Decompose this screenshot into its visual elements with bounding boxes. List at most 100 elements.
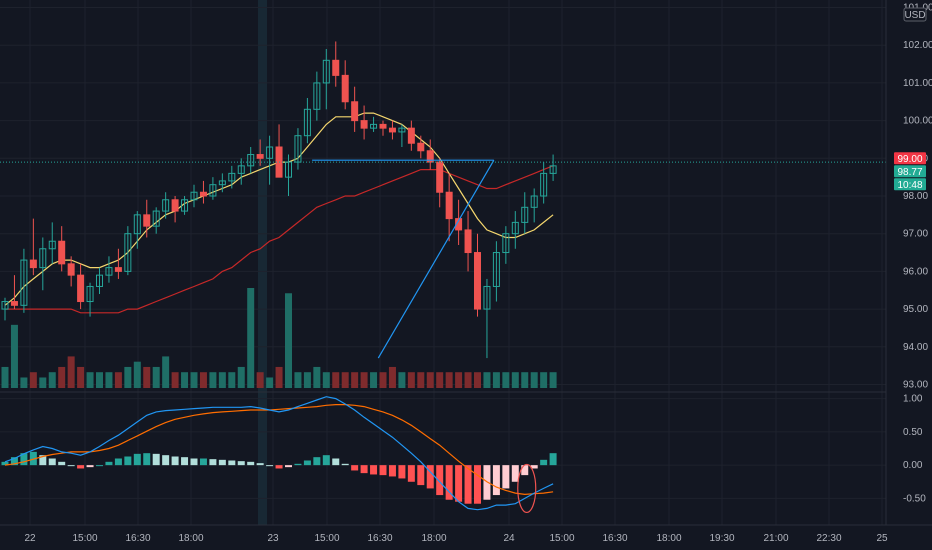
candle[interactable]	[417, 135, 425, 159]
volume-bar	[464, 372, 472, 388]
candle[interactable]	[58, 226, 66, 272]
candle[interactable]	[181, 196, 189, 215]
time-tick-label: 19:30	[709, 533, 734, 544]
candle[interactable]	[445, 173, 453, 242]
candle[interactable]	[39, 237, 47, 291]
macd-histogram-bar	[294, 463, 302, 466]
candle[interactable]	[351, 86, 359, 132]
macd-histogram-bar	[351, 465, 359, 471]
candle[interactable]	[474, 233, 481, 317]
candle[interactable]	[313, 71, 321, 121]
candle[interactable]	[540, 162, 548, 204]
candle[interactable]	[171, 196, 179, 223]
candle[interactable]	[209, 177, 217, 200]
price-tag-label: 99.00	[897, 154, 922, 165]
price-tick-label: 96.00	[903, 266, 928, 277]
volume-bar	[275, 366, 283, 388]
volume-bar	[228, 372, 236, 388]
candle[interactable]	[190, 184, 198, 208]
candle[interactable]	[483, 278, 491, 359]
candle[interactable]	[379, 120, 387, 136]
candle-body	[492, 252, 500, 287]
candle[interactable]	[20, 248, 28, 313]
candle[interactable]	[77, 263, 85, 310]
candle[interactable]	[237, 158, 245, 185]
volume-bar	[114, 372, 122, 388]
candle-body	[360, 120, 368, 129]
volume-bar	[256, 372, 264, 388]
candle[interactable]	[492, 241, 500, 302]
candle[interactable]	[464, 211, 472, 272]
macd-histogram-bar	[540, 459, 548, 466]
candle[interactable]	[1, 297, 9, 321]
candlesticks[interactable]	[1, 41, 557, 359]
candle-body	[266, 146, 274, 159]
candle-body	[199, 191, 207, 197]
candle[interactable]	[322, 49, 330, 110]
candle[interactable]	[303, 98, 311, 144]
candle[interactable]	[105, 256, 113, 283]
candle[interactable]	[502, 226, 510, 264]
candle-body	[436, 161, 444, 193]
volume-bar	[20, 377, 28, 388]
macd-histogram-bar	[256, 463, 264, 466]
candle[interactable]	[152, 207, 160, 234]
macd-histogram-bar	[77, 465, 85, 469]
annotation-ellipse[interactable]	[517, 463, 537, 514]
candle[interactable]	[388, 120, 396, 140]
candle[interactable]	[370, 116, 378, 132]
candle-body	[530, 195, 538, 208]
candle[interactable]	[530, 188, 538, 223]
candle-body	[247, 154, 255, 167]
drawings[interactable]	[0, 159, 886, 359]
candle[interactable]	[86, 282, 94, 317]
volume-bar	[303, 372, 311, 388]
candle[interactable]	[96, 267, 103, 294]
candle[interactable]	[10, 275, 18, 310]
time-axis[interactable]: 22 15:00 16:30 18:00 23 15:00 16:30 18:00 24 15:0…	[24, 533, 888, 544]
candle[interactable]	[48, 222, 56, 264]
macd-histogram-bar	[398, 465, 406, 479]
candle[interactable]	[549, 154, 557, 181]
price-tick-label: 94.00	[903, 342, 928, 353]
volume-bar	[332, 372, 340, 388]
volume-bar	[455, 372, 463, 388]
currency-badge[interactable]	[903, 7, 927, 22]
candle[interactable]	[341, 60, 349, 110]
candle[interactable]	[426, 139, 434, 170]
volume-bar	[29, 372, 37, 388]
macd-histogram-bar	[171, 456, 179, 466]
candle[interactable]	[398, 124, 406, 147]
macd-histogram-bar	[455, 465, 463, 502]
volume-bar	[351, 372, 359, 388]
candle[interactable]	[67, 256, 75, 287]
price-tick-label: 93.00	[903, 379, 928, 390]
candle[interactable]	[360, 105, 368, 140]
candle[interactable]	[114, 248, 122, 279]
candle[interactable]	[511, 211, 519, 249]
candle[interactable]	[218, 173, 226, 193]
session-highlight-band	[258, 0, 267, 525]
candle[interactable]	[266, 135, 274, 185]
candle[interactable]	[124, 226, 132, 276]
candle[interactable]	[455, 199, 463, 245]
candle[interactable]	[162, 192, 170, 219]
candle[interactable]	[332, 41, 340, 87]
candle[interactable]	[199, 180, 207, 204]
candle[interactable]	[143, 199, 151, 238]
candle[interactable]	[436, 158, 444, 208]
macd-histogram-bar	[474, 465, 481, 504]
macd-histogram-bar	[303, 460, 311, 466]
volume-bar	[294, 372, 302, 388]
trendline[interactable]	[377, 159, 495, 359]
candle[interactable]	[247, 147, 255, 174]
candle[interactable]	[29, 218, 37, 276]
candle[interactable]	[256, 139, 264, 166]
candle[interactable]	[133, 211, 141, 249]
macd-axis[interactable]: 1.00 0.50 0.00 -0.50	[903, 394, 926, 505]
candle[interactable]	[521, 192, 529, 234]
candle-body	[379, 123, 387, 129]
candle[interactable]	[407, 120, 415, 151]
candle[interactable]	[228, 165, 236, 189]
